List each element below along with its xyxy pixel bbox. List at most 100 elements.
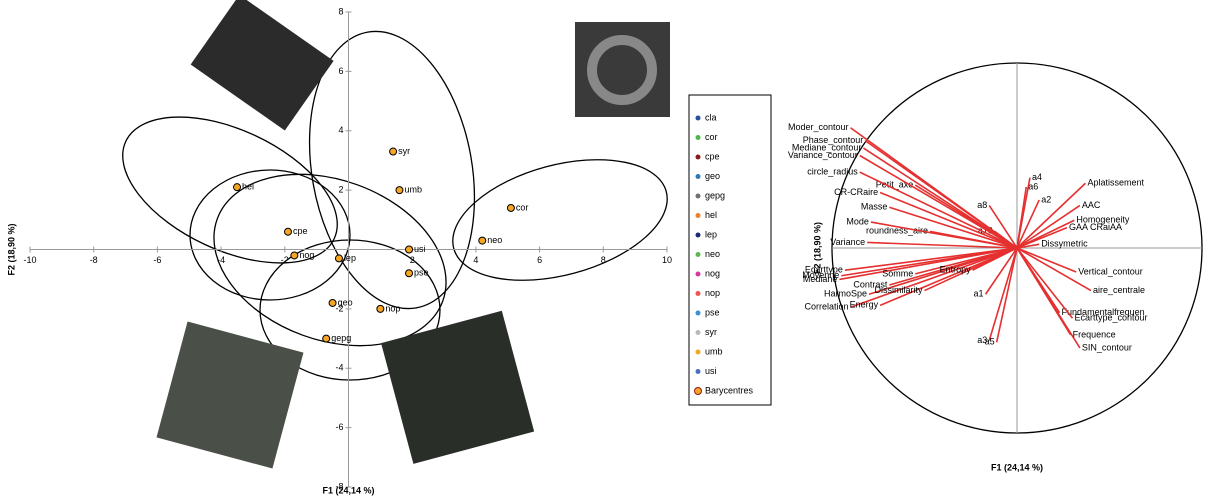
loading-vector (1016, 247, 1074, 319)
x-tick-label: -8 (90, 255, 98, 265)
legend-label: geo (705, 171, 720, 181)
loading-vector (867, 241, 1018, 249)
variable-label: Mediane_contour (792, 142, 862, 152)
loading-vector (984, 247, 1018, 295)
y-axis-label: F2 (18,90 %) (812, 222, 822, 274)
x-tick-label: 6 (537, 255, 542, 265)
loading-vector (915, 247, 1018, 275)
y-tick-label: 2 (338, 185, 343, 195)
variable-label: Mediane (803, 274, 838, 284)
variable-label: Dissimilarity (875, 285, 923, 295)
legend-marker (695, 349, 701, 355)
loading-vector (864, 140, 1018, 249)
barycentre (395, 186, 404, 195)
barycentre-label: gepg (331, 333, 351, 343)
variable-label: a4 (1032, 172, 1042, 182)
loading-vector (859, 154, 1018, 249)
variable-label: Petit_axe (876, 179, 914, 189)
x-tick-label: -10 (23, 255, 36, 265)
loading-vector (870, 221, 1018, 249)
variable-label: CR-CRaire (834, 187, 878, 197)
legend-label: gepg (705, 190, 725, 200)
barycentre (506, 203, 515, 212)
variable-label: a2 (1041, 194, 1051, 204)
legend-label: syr (705, 327, 717, 337)
loading-vector (879, 247, 1018, 307)
y-tick-label: 6 (338, 66, 343, 76)
variable-label: Homogeneity (1076, 215, 1130, 225)
legend-marker (695, 310, 701, 316)
variable-label: Somme (882, 268, 913, 278)
loading-vector (1016, 247, 1061, 314)
legend-marker (695, 213, 701, 218)
x-tick-label: -6 (153, 255, 161, 265)
variable-label: a10 (978, 226, 993, 236)
barycentre-label: nop (385, 303, 400, 313)
variable-label: Variance_contour (788, 150, 858, 160)
barycentre (233, 183, 242, 192)
barycentre-label: usi (414, 244, 426, 254)
variable-label: roundness_aire (866, 226, 928, 236)
barycentre-label: neo (487, 235, 502, 245)
variable-label: Mode (846, 216, 869, 226)
loading-vector (1016, 204, 1081, 249)
legend-label: nop (705, 288, 720, 298)
legend-label: Barycentres (705, 385, 754, 395)
loading-vector (972, 247, 1018, 271)
variable-label: a8 (977, 200, 987, 210)
barycentre (376, 304, 385, 313)
loading-vector (850, 247, 1018, 308)
variable-label: Energy (850, 300, 879, 310)
barycentre-label: cpe (293, 226, 308, 236)
variable-label: GAA CRaiAA (1069, 222, 1122, 232)
legend-marker (695, 193, 701, 199)
barycentre-label: umb (404, 185, 422, 195)
variable-label: Masse (861, 202, 888, 212)
loading-vector (1016, 247, 1077, 273)
loading-vector (995, 247, 1018, 343)
x-tick-label: 8 (601, 255, 606, 265)
legend-marker (694, 387, 702, 395)
loading-vector (1016, 226, 1068, 249)
legend-marker (695, 291, 701, 296)
x-tick-label: 10 (662, 255, 672, 265)
variable-label: Variance (830, 237, 865, 247)
x-tick-label: -4 (217, 255, 225, 265)
variable-label: Contrast (853, 279, 888, 289)
variable-label: SIN_contour (1082, 342, 1132, 352)
variable-label: Entropy (940, 265, 972, 275)
barycentre-label: pse (414, 268, 429, 278)
variable-label: Vertical_contour (1078, 266, 1143, 276)
loading-vector (1016, 247, 1092, 292)
barycentre (328, 298, 337, 307)
barycentre (405, 269, 414, 278)
loading-vector (1016, 186, 1028, 249)
loading-vector (844, 247, 1018, 271)
barycentre (283, 227, 292, 236)
barycentre (478, 236, 487, 245)
variable-label: Phase_contour (803, 135, 864, 145)
variable-label: HarmoSpe (824, 289, 867, 299)
legend-label: lep (705, 229, 717, 239)
barycentre-label: syr (398, 146, 410, 156)
y-tick-label: 4 (338, 125, 343, 135)
legend-marker (695, 135, 701, 140)
y-tick-label: -8 (335, 481, 343, 491)
legend-marker (695, 330, 701, 335)
barycentre (290, 251, 299, 260)
legend-marker (695, 115, 701, 121)
legend-label: umb (705, 346, 723, 356)
variable-label: Dissymetric (1041, 239, 1088, 249)
legend-label: pse (705, 307, 720, 317)
loading-vector (879, 191, 1018, 249)
loading-vector (1016, 182, 1086, 249)
legend-label: hel (705, 210, 717, 220)
loading-vector (859, 171, 1018, 249)
loading-vector (988, 247, 1018, 341)
x-tick-label: -2 (281, 255, 289, 265)
barycentre (334, 254, 343, 263)
loading-vector (889, 206, 1018, 249)
variable-label: Moder_contour (788, 122, 849, 132)
micrographs (156, 0, 670, 469)
